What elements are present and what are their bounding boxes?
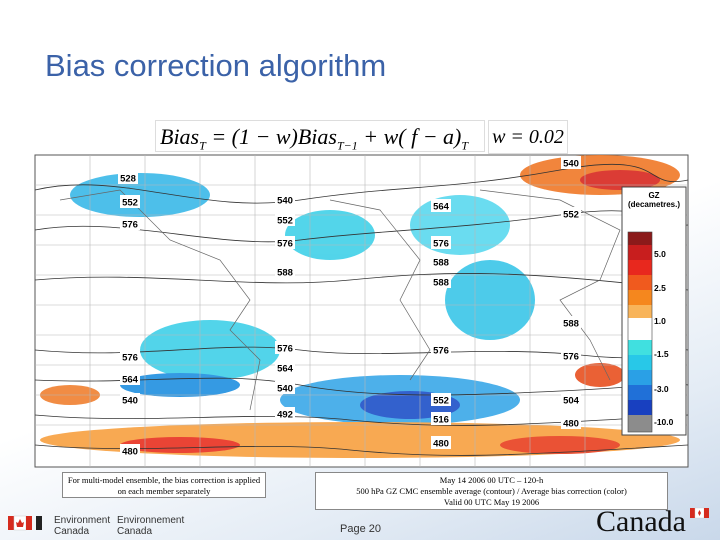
weight: w = 0.02 (488, 120, 568, 154)
label-bg (275, 407, 295, 420)
formula-part: + w( f − a) (357, 124, 462, 149)
org-fr: Environnement Canada (117, 515, 184, 537)
contour-label: 540 (277, 384, 293, 395)
flag-icon (8, 515, 42, 531)
contour-label: 588 (433, 278, 449, 289)
label-bg (275, 341, 295, 354)
wordmark-flag (690, 507, 709, 519)
formula-part: Bias (160, 124, 200, 149)
label-bg (561, 156, 581, 169)
label-bg (275, 381, 295, 394)
formula-part: = (1 − w)Bias (205, 124, 337, 149)
caption-right: May 14 2006 00 UTC – 120-h 500 hPa GZ CM… (315, 472, 668, 510)
label-bg (275, 213, 295, 226)
caption-left: For multi-model ensemble, the bias corre… (62, 472, 266, 498)
label-bg (431, 436, 451, 449)
contour-label: 552 (433, 396, 449, 407)
slide-title: Bias correction algorithm (45, 48, 387, 83)
org-en: Environment Canada (54, 515, 110, 537)
label-bg (561, 349, 581, 362)
contour-label: 564 (277, 364, 294, 375)
contour-label: 576 (433, 346, 449, 357)
contour-label: 564 (122, 375, 139, 386)
label-bg (431, 255, 451, 268)
legend-colorbar (627, 231, 653, 433)
label-bg (275, 361, 295, 374)
contour-label: 564 (433, 202, 450, 213)
label-bg (431, 199, 451, 212)
contour-label: 504 (563, 396, 580, 407)
label-bg (120, 393, 140, 406)
caption-line: 500 hPa GZ CMC ensemble average (contour… (356, 486, 627, 496)
label-bg (275, 193, 295, 206)
org-line: Environment (54, 515, 111, 526)
contour-label: 576 (277, 344, 293, 355)
legend-tick-label: -10.0 (654, 417, 674, 427)
wordmark: Canada (596, 505, 686, 538)
label-bg (431, 236, 451, 249)
label-bg (431, 393, 451, 406)
legend-tick-label: 5.0 (654, 249, 666, 259)
contour-label: 588 (433, 258, 449, 269)
legend-tick-label: 2.5 (654, 283, 666, 293)
label-bg (431, 275, 451, 288)
contour-label: 576 (122, 353, 138, 364)
contour-label: 552 (277, 216, 293, 227)
label-bg (120, 372, 140, 385)
graticule (35, 155, 688, 467)
legend-title: GZ (decametres.) (627, 191, 681, 209)
contour-label: 516 (433, 415, 449, 426)
legend-tick-label: -1.5 (654, 349, 669, 359)
label-bg (120, 195, 140, 208)
legend-tick-label: -3.0 (654, 384, 669, 394)
formula-sub: T (461, 138, 469, 153)
contour-label: 540 (563, 159, 579, 170)
label-bg (120, 444, 140, 457)
contour-label: 588 (563, 319, 579, 330)
label-bg (431, 412, 451, 425)
org-line: Environnement (117, 515, 185, 526)
contour-label: 492 (277, 410, 293, 421)
label-bg (275, 265, 295, 278)
contour-label: 588 (277, 268, 293, 279)
contour-label: 552 (122, 198, 138, 209)
contour-label: 576 (122, 220, 138, 231)
label-bg (118, 171, 138, 184)
contour-label: 552 (563, 210, 579, 221)
contour-label: 480 (433, 439, 449, 450)
contour-label: 480 (122, 447, 138, 458)
label-bg (561, 207, 581, 220)
contour-label: 576 (277, 239, 293, 250)
legend-tick-label: 1.0 (654, 316, 666, 326)
label-bg (431, 343, 451, 356)
label-bg (561, 393, 581, 406)
contour-label: 540 (277, 196, 293, 207)
contour-label: 576 (563, 352, 579, 363)
label-bg (275, 236, 295, 249)
formula: BiasT = (1 − w)BiasT−1 + w( f − a)T (155, 120, 485, 152)
org-line: Canada (54, 526, 90, 537)
contour-label: 480 (563, 419, 579, 430)
label-bg (561, 416, 581, 429)
label-bg (120, 350, 140, 363)
label-bg (120, 217, 140, 230)
page-number: Page 20 (340, 523, 381, 535)
label-bg (561, 316, 581, 329)
formula-sub: T−1 (336, 138, 358, 153)
contour-label: 540 (122, 396, 138, 407)
contour-label: 576 (433, 239, 449, 250)
formula-sub: T (199, 138, 206, 153)
org-line: Canada (117, 526, 153, 537)
caption-line: May 14 2006 00 UTC – 120-h (439, 475, 544, 485)
contour-label: 528 (120, 174, 136, 185)
caption-line: Valid 00 UTC May 19 2006 (443, 497, 540, 507)
